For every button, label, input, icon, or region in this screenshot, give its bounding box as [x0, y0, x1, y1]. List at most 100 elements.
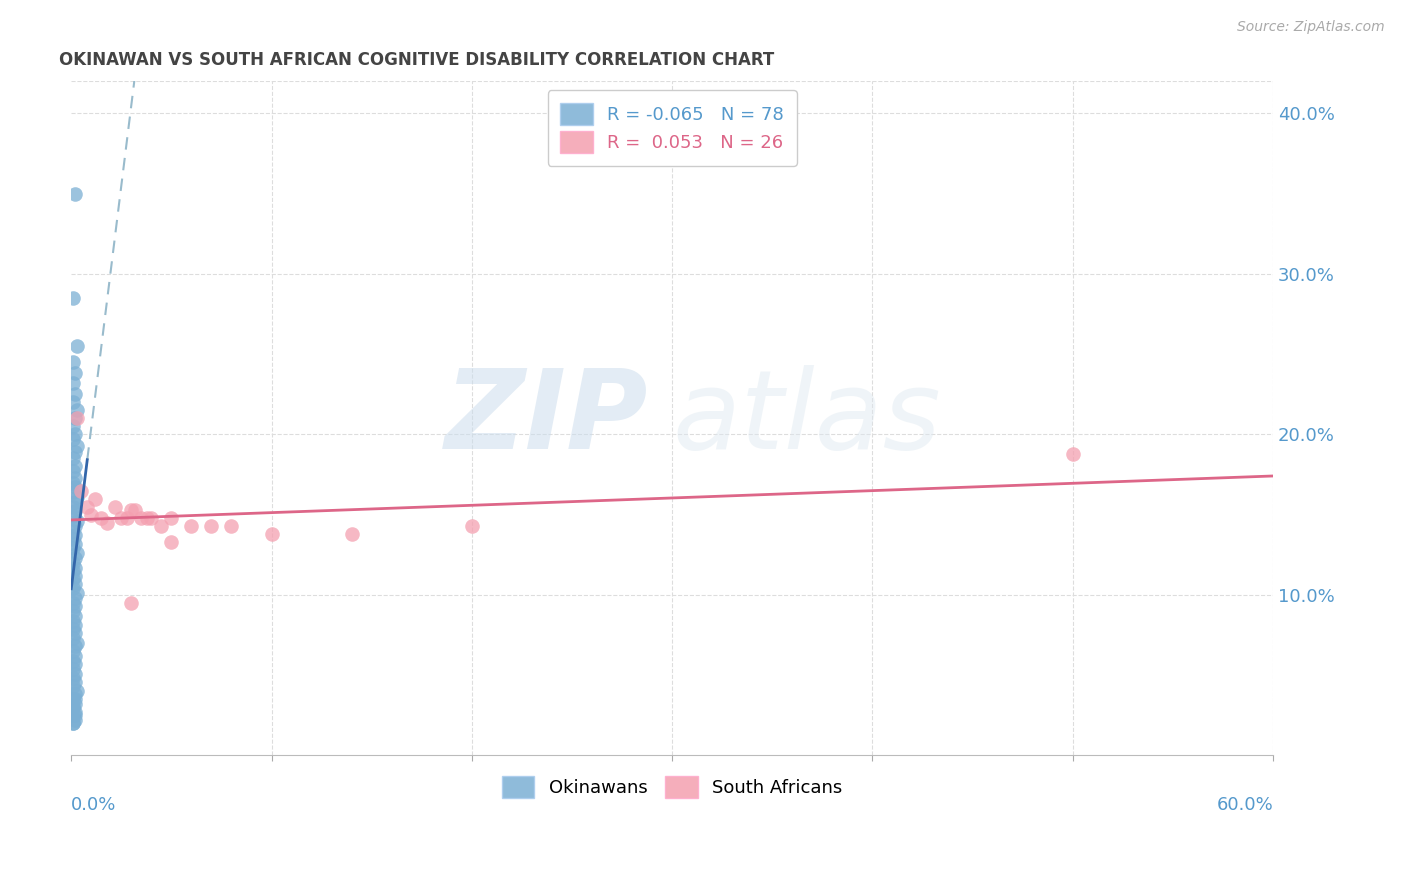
Point [66, 403, 89, 417]
Point [65, 480, 87, 494]
Point [90, 511, 112, 525]
Point [1062, 447, 1084, 461]
Text: ZIP: ZIP [444, 365, 648, 472]
Text: 0.0%: 0.0% [72, 796, 117, 814]
Point [62, 708, 84, 723]
Point [62, 464, 84, 478]
Point [62, 631, 84, 645]
Point [62, 679, 84, 693]
Point [62, 475, 84, 490]
Point [65, 639, 87, 653]
Point [65, 705, 87, 719]
Point [70, 483, 93, 498]
Point [65, 495, 87, 509]
Point [62, 509, 84, 524]
Point [141, 511, 163, 525]
Point [65, 648, 87, 663]
Point [65, 626, 87, 640]
Point [62, 716, 84, 731]
Point [62, 541, 84, 556]
Text: 60.0%: 60.0% [1216, 796, 1272, 814]
Point [160, 511, 183, 525]
Point [136, 511, 159, 525]
Point [62, 622, 84, 636]
Point [124, 503, 146, 517]
Point [260, 527, 283, 541]
Point [150, 519, 173, 533]
Point [120, 503, 142, 517]
Point [66, 514, 89, 528]
Point [62, 596, 84, 610]
Point [80, 508, 103, 522]
Point [221, 519, 243, 533]
Legend: Okinawans, South Africans: Okinawans, South Africans [492, 767, 852, 807]
Point [62, 376, 84, 390]
Point [62, 604, 84, 618]
Point [84, 491, 107, 506]
Point [110, 511, 132, 525]
Point [62, 395, 84, 409]
Point [120, 596, 142, 610]
Point [65, 591, 87, 605]
Point [62, 692, 84, 706]
Point [65, 560, 87, 574]
Point [65, 471, 87, 485]
Point [65, 608, 87, 623]
Point [65, 387, 87, 401]
Point [65, 519, 87, 533]
Point [62, 291, 84, 305]
Point [65, 599, 87, 613]
Point [104, 500, 127, 514]
Point [65, 568, 87, 582]
Point [62, 654, 84, 668]
Point [65, 459, 87, 474]
Point [62, 485, 84, 500]
Point [62, 614, 84, 628]
Point [62, 432, 84, 446]
Point [131, 511, 153, 525]
Point [65, 445, 87, 459]
Point [340, 527, 363, 541]
Point [62, 582, 84, 596]
Point [65, 713, 87, 727]
Point [66, 490, 89, 504]
Point [62, 662, 84, 676]
Point [62, 700, 84, 714]
Point [65, 528, 87, 542]
Point [66, 439, 89, 453]
Point [66, 546, 89, 560]
Point [65, 618, 87, 632]
Point [65, 692, 87, 706]
Point [62, 644, 84, 658]
Point [66, 586, 89, 600]
Text: atlas: atlas [672, 365, 941, 472]
Point [160, 535, 183, 549]
Point [200, 519, 222, 533]
Point [180, 519, 202, 533]
Point [66, 411, 89, 425]
Point [65, 427, 87, 442]
Point [76, 500, 98, 514]
Text: OKINAWAN VS SOUTH AFRICAN COGNITIVE DISABILITY CORRELATION CHART: OKINAWAN VS SOUTH AFRICAN COGNITIVE DISA… [59, 51, 775, 69]
Point [62, 500, 84, 514]
Point [65, 708, 87, 723]
Point [62, 716, 84, 731]
Point [62, 572, 84, 586]
Point [62, 451, 84, 466]
Point [65, 551, 87, 566]
Point [66, 684, 89, 698]
Point [62, 556, 84, 570]
Point [65, 657, 87, 671]
Point [96, 516, 118, 530]
Point [62, 700, 84, 714]
Point [65, 411, 87, 425]
Point [62, 419, 84, 434]
Point [65, 674, 87, 689]
Point [62, 355, 84, 369]
Point [65, 504, 87, 518]
Point [62, 564, 84, 578]
Point [117, 511, 139, 525]
Point [461, 519, 484, 533]
Point [65, 186, 87, 201]
Point [66, 636, 89, 650]
